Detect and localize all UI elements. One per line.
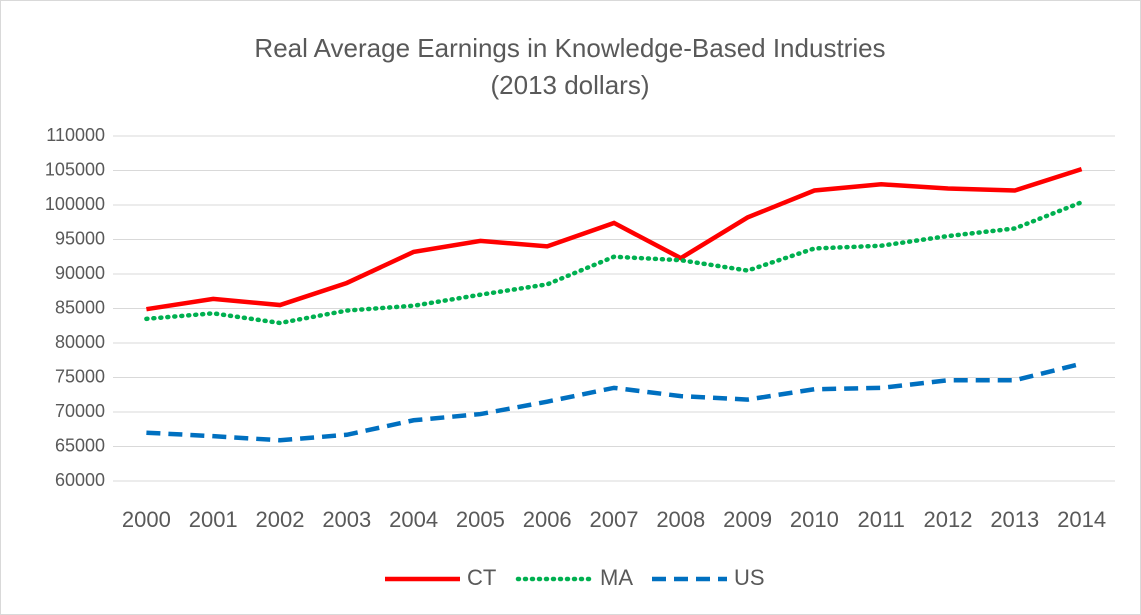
x-tick-label: 2000 — [122, 507, 171, 532]
x-tick-label: 2011 — [858, 507, 905, 532]
y-tick-label: 85000 — [55, 297, 105, 317]
chart-title: Real Average Earnings in Knowledge-Based… — [254, 33, 885, 63]
legend-label: CT — [467, 565, 496, 590]
legend-label: MA — [600, 565, 633, 590]
chart-subtitle: (2013 dollars) — [491, 70, 650, 100]
x-tick-label: 2001 — [189, 507, 238, 532]
y-tick-label: 100000 — [45, 194, 105, 214]
y-tick-label: 60000 — [55, 470, 105, 490]
y-tick-label: 95000 — [55, 228, 105, 248]
x-tick-label: 2014 — [1057, 507, 1106, 532]
y-tick-label: 110000 — [46, 125, 105, 145]
x-tick-label: 2003 — [322, 507, 371, 532]
series-line — [146, 166, 1083, 312]
x-tick-label: 2009 — [723, 507, 772, 532]
x-tick-label: 2005 — [456, 507, 505, 532]
x-tick-label: 2012 — [924, 507, 973, 532]
x-tick-label: 2010 — [790, 507, 839, 532]
x-tick-label: 2013 — [990, 507, 1039, 532]
y-tick-label: 65000 — [55, 435, 105, 455]
y-tick-label: 90000 — [55, 263, 105, 283]
y-tick-label: 75000 — [55, 366, 105, 386]
x-tick-label: 2008 — [656, 507, 705, 532]
series-line — [146, 361, 1083, 443]
y-tick-label: 80000 — [55, 332, 105, 352]
x-tick-label: 2004 — [389, 507, 438, 532]
y-tick-label: 70000 — [55, 401, 105, 421]
series-line — [144, 199, 1084, 326]
y-tick-label: 105000 — [45, 159, 105, 179]
x-tick-label: 2002 — [256, 507, 305, 532]
x-tick-label: 2007 — [590, 507, 639, 532]
x-tick-label: 2006 — [523, 507, 572, 532]
legend-label: US — [734, 565, 765, 590]
